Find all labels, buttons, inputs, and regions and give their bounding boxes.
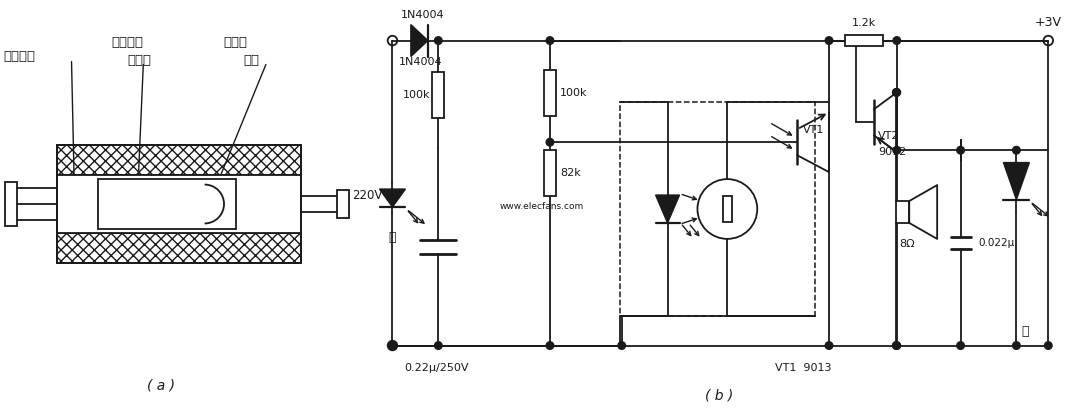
Bar — [620, 102, 815, 316]
Bar — [544, 150, 556, 196]
Text: 光敏电阵: 光敏电阵 — [4, 50, 36, 63]
Circle shape — [893, 89, 901, 96]
Text: 220V: 220V — [352, 189, 382, 201]
Circle shape — [618, 342, 625, 349]
Polygon shape — [909, 185, 937, 239]
Circle shape — [1013, 146, 1020, 154]
Bar — [98, 178, 236, 229]
Text: 1N4004: 1N4004 — [398, 58, 442, 67]
Bar — [57, 145, 301, 175]
Bar — [432, 72, 444, 118]
Bar — [4, 181, 17, 227]
Text: 绻: 绻 — [388, 231, 396, 244]
Circle shape — [546, 342, 554, 349]
Polygon shape — [1003, 163, 1030, 200]
Bar — [57, 175, 301, 233]
Text: +3V: +3V — [1035, 16, 1062, 29]
Circle shape — [825, 37, 833, 44]
Circle shape — [434, 37, 442, 44]
Circle shape — [388, 342, 396, 349]
Circle shape — [893, 37, 901, 44]
Text: 0.22μ/250V: 0.22μ/250V — [404, 364, 468, 374]
Text: VT2: VT2 — [878, 131, 899, 141]
Circle shape — [1045, 342, 1052, 349]
Text: ( a ): ( a ) — [147, 378, 175, 393]
Text: 100k: 100k — [560, 88, 588, 98]
Text: 100k: 100k — [403, 90, 430, 100]
Text: 9012: 9012 — [878, 147, 906, 157]
Text: VT1: VT1 — [803, 125, 825, 135]
Text: www.elecfans.com: www.elecfans.com — [500, 201, 585, 211]
Bar — [896, 201, 909, 223]
Text: 82k: 82k — [560, 168, 580, 178]
Circle shape — [434, 342, 442, 349]
Bar — [544, 71, 556, 116]
Circle shape — [546, 37, 554, 44]
Text: ( b ): ( b ) — [705, 388, 733, 403]
Text: 0.022μ: 0.022μ — [978, 238, 1015, 248]
Text: 红色发光: 红色发光 — [111, 36, 143, 49]
Circle shape — [957, 146, 965, 154]
Circle shape — [546, 138, 554, 146]
Text: VT1  9013: VT1 9013 — [775, 364, 831, 374]
Circle shape — [893, 146, 901, 154]
Text: 1N4004: 1N4004 — [400, 10, 444, 20]
Circle shape — [892, 342, 901, 349]
Circle shape — [825, 342, 833, 349]
Circle shape — [957, 342, 965, 349]
Bar — [845, 35, 883, 46]
Bar — [57, 145, 301, 263]
Text: 笔杆: 笔杆 — [243, 54, 259, 67]
Text: 二极管: 二极管 — [127, 54, 152, 67]
Text: 彩色笔: 彩色笔 — [223, 36, 248, 49]
Bar — [722, 196, 732, 222]
Bar — [57, 233, 301, 263]
Text: 8Ω: 8Ω — [898, 239, 914, 249]
Polygon shape — [380, 189, 405, 207]
Text: 1.2k: 1.2k — [853, 18, 876, 28]
Polygon shape — [411, 25, 428, 56]
Circle shape — [892, 89, 901, 96]
Circle shape — [893, 342, 901, 349]
Polygon shape — [655, 195, 680, 223]
Circle shape — [1013, 342, 1020, 349]
Text: 红: 红 — [1021, 325, 1029, 338]
Bar — [337, 190, 349, 218]
